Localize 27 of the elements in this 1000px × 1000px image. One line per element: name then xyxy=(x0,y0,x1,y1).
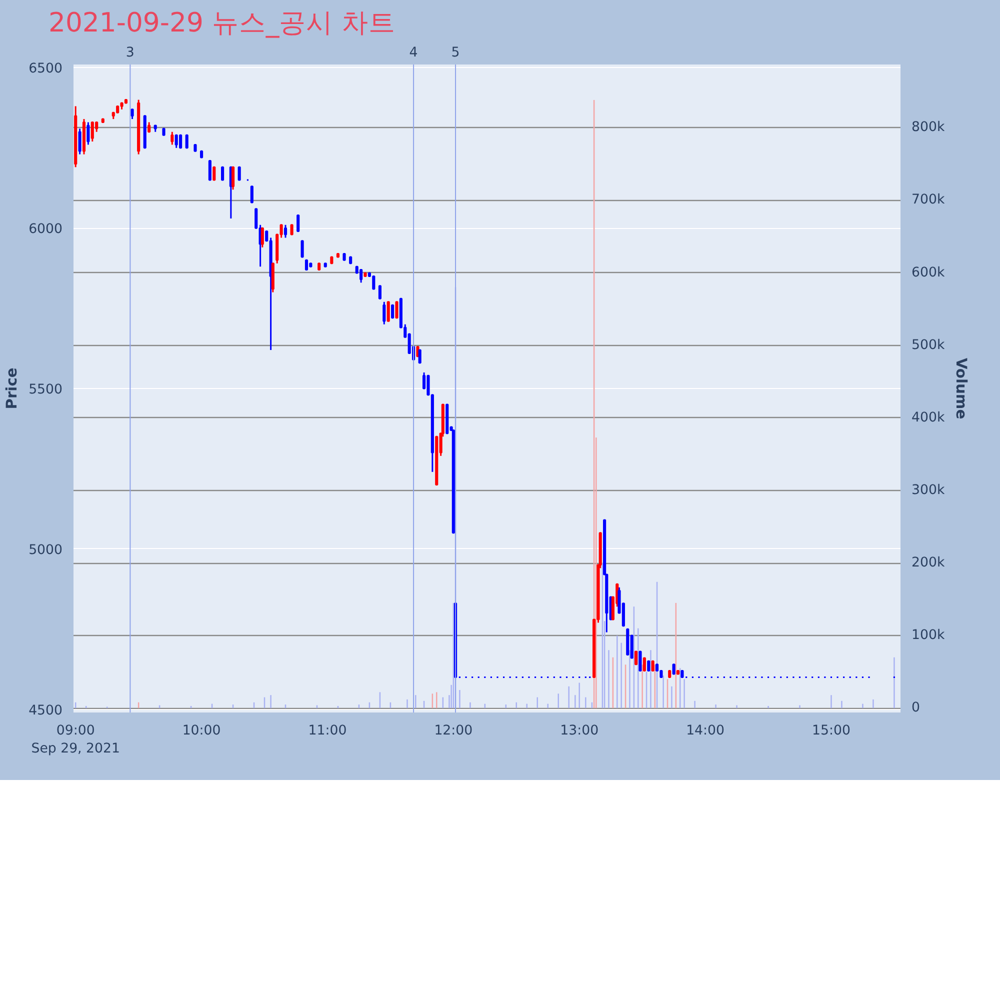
y-tick-label: 6500 xyxy=(28,62,63,77)
ref-line-label: 4 xyxy=(409,46,418,60)
y2-tick-label: 0 xyxy=(912,700,920,716)
y-tick-label: 5000 xyxy=(28,542,63,558)
y2-tick-label: 200k xyxy=(912,556,945,571)
y-axis-title: Price xyxy=(4,368,21,410)
y2-tick-label: 700k xyxy=(912,192,945,208)
y2-tick-label: 600k xyxy=(912,265,945,280)
y2-tick-label: 300k xyxy=(912,482,945,498)
x-tick-label: 13:00 xyxy=(560,724,599,738)
y-tick-label: 6000 xyxy=(28,222,63,238)
y-tick-label: 4500 xyxy=(28,703,63,718)
x-tick-label: 10:00 xyxy=(182,724,221,738)
y2-tick-label: 800k xyxy=(912,120,945,136)
y2-tick-label: 100k xyxy=(912,628,945,644)
y2-axis-title: Volume xyxy=(952,358,970,420)
x-tick-label: 11:00 xyxy=(308,724,347,738)
chart-title: 2021-09-29 뉴스_공시 차트 xyxy=(48,8,396,38)
y2-tick-label: 400k xyxy=(912,410,945,426)
ref-line-label: 3 xyxy=(126,46,134,60)
x-tick-label: 09:00 Sep 29, 2021 xyxy=(31,724,120,756)
y2-tick-label: 500k xyxy=(912,338,945,353)
ref-line-label: 5 xyxy=(451,46,460,60)
x-tick-label: 12:00 xyxy=(434,724,473,738)
x-tick-label: 14:00 xyxy=(686,724,725,738)
y-tick-label: 5500 xyxy=(28,382,63,398)
x-tick-label: 15:00 xyxy=(812,724,850,738)
